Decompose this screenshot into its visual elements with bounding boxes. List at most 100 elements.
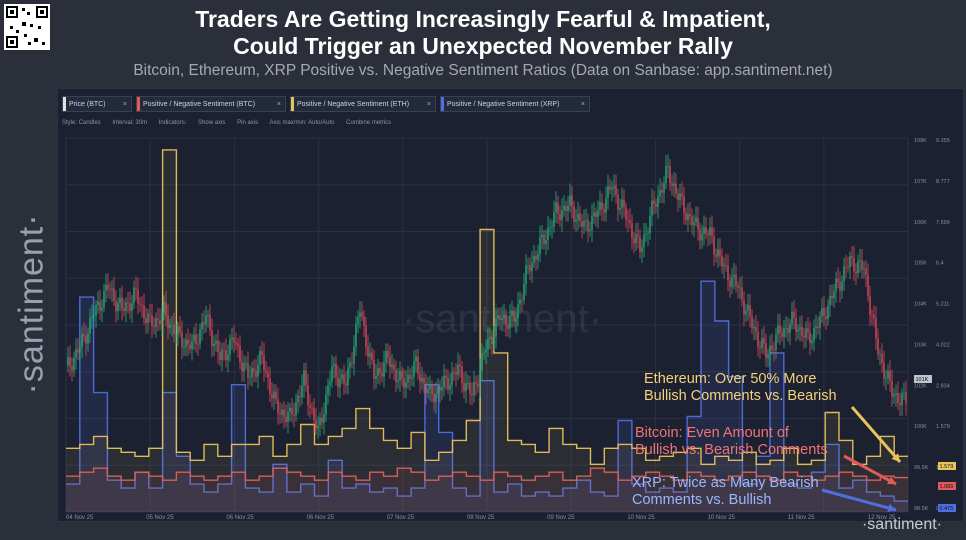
candle-body bbox=[657, 195, 659, 207]
price-axis-tick: 99.5K bbox=[914, 465, 929, 471]
candle-body bbox=[79, 347, 81, 353]
candle-body bbox=[445, 375, 447, 379]
candle-body bbox=[721, 255, 723, 267]
xrp-callout-line-1: XRP: Twice as Many Bearish bbox=[632, 475, 819, 491]
close-icon[interactable]: × bbox=[276, 101, 281, 108]
combine-metrics-button[interactable]: Combine metrics bbox=[346, 120, 392, 126]
candle-body bbox=[887, 371, 889, 379]
candle-body bbox=[403, 378, 405, 388]
candle-body bbox=[123, 308, 125, 311]
close-icon[interactable]: × bbox=[426, 101, 431, 108]
candle-body bbox=[629, 220, 631, 224]
candle-body bbox=[169, 324, 171, 329]
candle-body bbox=[779, 325, 781, 334]
candle-body bbox=[489, 336, 491, 339]
candle-body bbox=[413, 361, 415, 377]
style-select[interactable]: Style: Candles bbox=[62, 120, 101, 126]
candle-body bbox=[665, 166, 667, 184]
pin-axis-toggle[interactable]: Pin axis bbox=[237, 120, 259, 126]
candle-body bbox=[251, 368, 253, 377]
candle-body bbox=[475, 381, 477, 384]
indicators-select[interactable]: Indicators: bbox=[158, 120, 187, 126]
tab-sentiment-btc[interactable]: Positive / Negative Sentiment (BTC) × bbox=[136, 96, 286, 112]
candle-body bbox=[729, 280, 731, 288]
candle-body bbox=[855, 271, 857, 274]
candle-body bbox=[373, 359, 375, 380]
candle-body bbox=[139, 303, 141, 305]
candle-body bbox=[293, 414, 295, 416]
candle-body bbox=[543, 234, 545, 244]
xrp-arrow-shaft bbox=[821, 488, 897, 512]
candle-body bbox=[583, 221, 585, 227]
candle-body bbox=[781, 333, 783, 337]
candle-body bbox=[597, 210, 599, 217]
candle-body bbox=[465, 383, 467, 392]
candle-body bbox=[509, 316, 511, 329]
candle-body bbox=[405, 382, 407, 388]
candle-body bbox=[165, 302, 167, 316]
x-tick-label: 10 Nov 25 bbox=[627, 515, 655, 521]
tab-price-btc[interactable]: Price (BTC) × bbox=[62, 96, 132, 112]
candle-body bbox=[683, 196, 685, 213]
candle-body bbox=[389, 357, 391, 368]
candle-body bbox=[127, 302, 129, 304]
candle-body bbox=[253, 368, 255, 371]
candle-body bbox=[455, 372, 457, 375]
candle-body bbox=[299, 396, 301, 398]
candle-body bbox=[105, 284, 107, 291]
candle-body bbox=[75, 349, 77, 358]
candle-body bbox=[317, 425, 319, 429]
candle-body bbox=[671, 183, 673, 186]
candle-body bbox=[675, 183, 677, 194]
close-icon[interactable]: × bbox=[122, 101, 127, 108]
tab-sentiment-xrp[interactable]: Positive / Negative Sentiment (XRP) × bbox=[440, 96, 590, 112]
tab-color-bar bbox=[291, 97, 294, 111]
candle-body bbox=[765, 343, 767, 359]
candle-body bbox=[605, 197, 607, 213]
candle-body bbox=[849, 256, 851, 268]
tab-label: Positive / Negative Sentiment (BTC) bbox=[143, 101, 256, 108]
candle-body bbox=[497, 315, 499, 319]
eth-arrow-shaft bbox=[850, 406, 902, 463]
candle-body bbox=[241, 361, 243, 372]
candle-body bbox=[491, 336, 493, 345]
candle-body bbox=[453, 372, 455, 374]
candle-body bbox=[89, 317, 91, 334]
candle-body bbox=[847, 266, 849, 268]
tab-sentiment-eth[interactable]: Positive / Negative Sentiment (ETH) × bbox=[290, 96, 436, 112]
candle-body bbox=[113, 288, 115, 302]
candle-body bbox=[763, 338, 765, 344]
candle-body bbox=[359, 312, 361, 317]
price-axis-tick: 102K bbox=[914, 383, 927, 389]
candle-body bbox=[361, 312, 363, 317]
candle-body bbox=[227, 354, 229, 361]
xrp-callout: XRP: Twice as Many Bearish Comments vs. … bbox=[632, 475, 819, 509]
candle-body bbox=[167, 315, 169, 329]
candle-body bbox=[893, 394, 895, 397]
axis-max-min-select[interactable]: Axis max/min: Auto/Auto bbox=[269, 120, 335, 126]
candle-body bbox=[749, 305, 751, 317]
candle-body bbox=[771, 345, 773, 350]
price-axis-tick: 108K bbox=[914, 138, 927, 144]
candle-body bbox=[91, 316, 93, 318]
close-icon[interactable]: × bbox=[580, 101, 585, 108]
candle-body bbox=[753, 326, 755, 329]
candle-body bbox=[383, 362, 385, 377]
candle-body bbox=[545, 240, 547, 244]
candle-body bbox=[801, 326, 803, 336]
candle-body bbox=[715, 254, 717, 257]
interval-select[interactable]: Interval: 30m bbox=[112, 120, 148, 126]
candle-body bbox=[229, 339, 231, 355]
candle-body bbox=[469, 382, 471, 394]
candle-body bbox=[759, 346, 761, 348]
candle-body bbox=[203, 322, 205, 325]
chart-title-line-2: Could Trigger an Unexpected November Ral… bbox=[233, 33, 733, 59]
candle-body bbox=[751, 316, 753, 329]
candle-body bbox=[783, 328, 785, 337]
show-axis-toggle[interactable]: Show axis bbox=[198, 120, 226, 126]
candle-body bbox=[553, 212, 555, 227]
candle-body bbox=[365, 325, 367, 347]
santiment-side-logo: ·santiment· bbox=[12, 213, 51, 395]
candle-body bbox=[391, 364, 393, 368]
candle-body bbox=[481, 353, 483, 371]
